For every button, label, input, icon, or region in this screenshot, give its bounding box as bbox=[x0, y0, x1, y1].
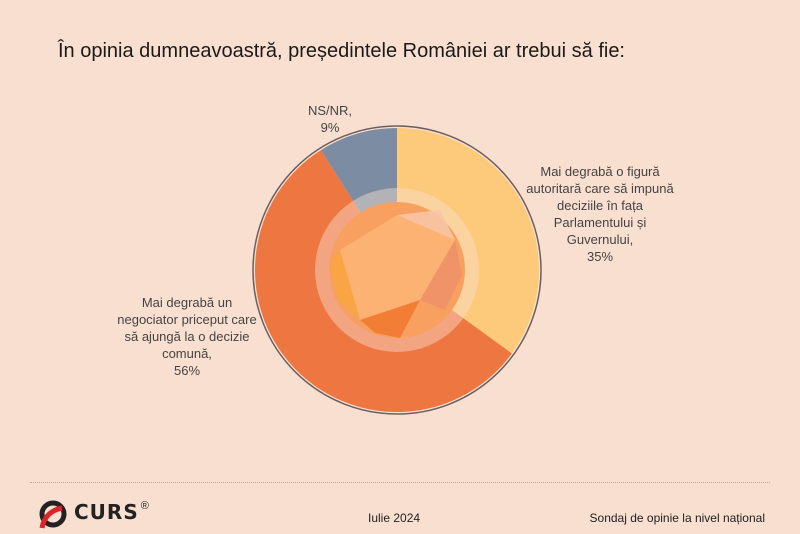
label-authoritarian: Mai degrabă o figură autoritară care să … bbox=[525, 163, 675, 265]
slice-value: 56% bbox=[173, 363, 201, 378]
curs-logo: CURS ® bbox=[36, 500, 149, 530]
logo-swirl-icon bbox=[39, 500, 67, 529]
slice-value: 9% bbox=[320, 120, 340, 135]
pie-slice bbox=[397, 128, 539, 354]
center-facet bbox=[397, 210, 455, 240]
slice-value: 35% bbox=[586, 249, 614, 264]
center-facet bbox=[340, 215, 455, 320]
label-negotiator: Mai degrabă un negociator priceput care … bbox=[112, 294, 262, 379]
slice-label: Mai degrabă o figură autoritară care să … bbox=[526, 164, 674, 247]
registered-mark: ® bbox=[140, 500, 149, 512]
survey-date: Iulie 2024 bbox=[368, 511, 421, 525]
outer-ring bbox=[252, 125, 542, 415]
footer-divider bbox=[30, 482, 770, 483]
slice-label: NS/NR, bbox=[307, 103, 353, 118]
slice-label: Mai degrabă un negociator priceput care … bbox=[117, 295, 257, 361]
center-facet bbox=[360, 300, 420, 338]
page-title: În opinia dumneavoastră, președintele Ro… bbox=[58, 40, 625, 62]
survey-description: Sondaj de opinie la nivel național bbox=[589, 511, 765, 525]
label-nsnr: NS/NR, 9% bbox=[300, 102, 360, 136]
logo-text: CURS bbox=[74, 500, 139, 524]
center-facet bbox=[330, 250, 360, 320]
center-facet bbox=[420, 240, 462, 310]
